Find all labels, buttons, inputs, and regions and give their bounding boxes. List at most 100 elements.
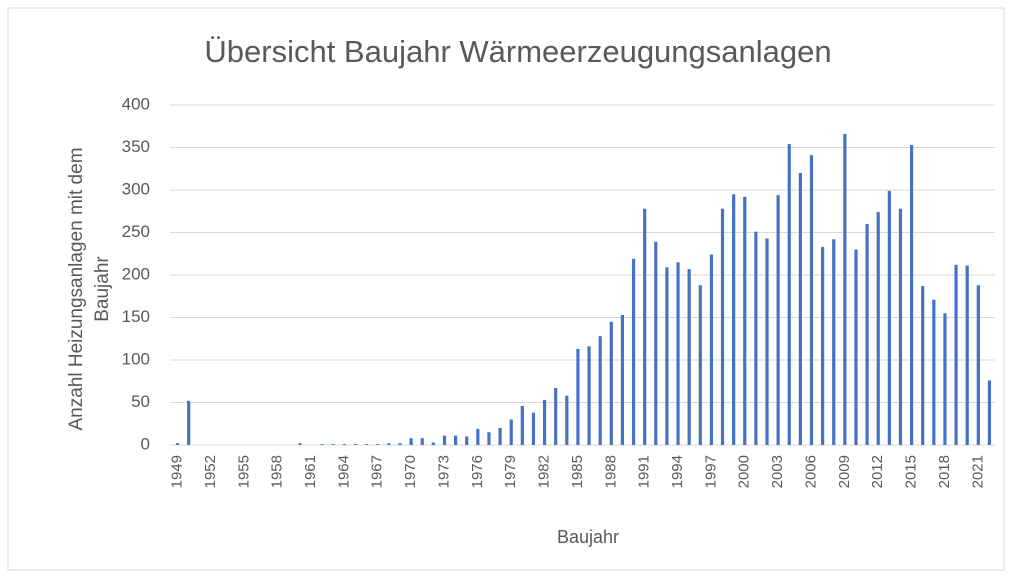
bar: [376, 444, 380, 445]
bar: [909, 144, 914, 445]
bar: [821, 246, 825, 445]
bar: [676, 262, 680, 445]
bar: [776, 195, 780, 445]
bar: [843, 133, 847, 445]
x-tick-label: 2012: [869, 455, 886, 488]
bar: [409, 438, 413, 445]
bar: [420, 438, 424, 445]
bar: [665, 267, 669, 445]
x-tick-label: 1976: [469, 455, 486, 488]
x-tick-label: 2000: [736, 455, 753, 488]
y-tick-label: 50: [131, 392, 150, 411]
bar: [631, 258, 636, 445]
y-tick-label: 100: [122, 349, 150, 368]
bar: [554, 388, 558, 445]
bar: [809, 155, 814, 445]
bar: [654, 241, 658, 445]
bar: [454, 435, 458, 445]
bar: [876, 212, 880, 445]
bar: [331, 444, 335, 445]
bar: [175, 443, 180, 445]
bar: [598, 336, 602, 445]
bar: [298, 443, 302, 445]
x-tick-label: 1997: [702, 455, 719, 488]
bar: [765, 238, 769, 445]
bar: [865, 224, 869, 445]
bar: [743, 196, 747, 445]
x-tick-label: 1991: [636, 455, 653, 488]
bar: [709, 254, 713, 445]
x-tick-label: 1979: [502, 455, 519, 488]
x-tick-label: 1994: [669, 455, 686, 488]
bar: [587, 346, 591, 445]
y-tick-label: 300: [122, 179, 150, 198]
x-tick-label: 1958: [269, 455, 286, 488]
x-tick-label: 1961: [302, 455, 319, 488]
bar: [887, 190, 891, 445]
bar: [565, 395, 569, 445]
x-tick-label: 1955: [235, 455, 252, 488]
bar: [620, 314, 625, 445]
chart-border: [7, 7, 1005, 571]
bar: [720, 208, 725, 445]
bar: [487, 432, 491, 445]
x-tick-label: 1982: [536, 455, 553, 488]
bar: [987, 380, 992, 445]
x-tick-label: 2018: [936, 455, 953, 488]
bar: [954, 264, 958, 445]
bar: [387, 443, 391, 445]
x-tick-label: 2021: [969, 455, 986, 488]
bar: [898, 208, 903, 445]
bar: [854, 249, 858, 445]
bar: [531, 412, 536, 445]
x-axis-label: Baujahr: [557, 527, 619, 547]
bar: [965, 265, 969, 445]
bar: [498, 428, 502, 445]
bar: [698, 285, 702, 445]
x-tick-label: 2006: [802, 455, 819, 488]
bar: [732, 194, 736, 445]
bar: [643, 208, 647, 445]
y-tick-label: 150: [122, 307, 150, 326]
x-tick-label: 1949: [169, 455, 186, 488]
bar: [687, 269, 691, 445]
bar: [520, 405, 524, 445]
y-tick-label: 200: [122, 264, 150, 283]
bar: [542, 399, 547, 445]
bar: [398, 443, 402, 445]
bar: [609, 321, 613, 445]
y-axis-label: Anzahl Heizungsanlagen mit dem Baujahr: [66, 147, 113, 431]
bar: [943, 313, 947, 445]
bar: [476, 428, 480, 445]
y-tick-label: 250: [122, 222, 150, 241]
y-tick-label: 400: [122, 94, 150, 113]
bar: [353, 444, 358, 445]
bar: [320, 444, 324, 445]
x-tick-label: 2009: [836, 455, 853, 488]
x-tick-label: 1985: [569, 455, 586, 488]
x-tick-label: 1973: [435, 455, 452, 488]
bar: [431, 442, 435, 445]
bar: [832, 239, 836, 445]
bar: [798, 173, 802, 445]
bar: [187, 400, 191, 445]
bar: [465, 436, 469, 445]
y-tick-label: 0: [141, 434, 150, 453]
bar: [365, 444, 369, 445]
bar: [787, 144, 791, 445]
bar: [576, 348, 580, 445]
bar: [754, 231, 758, 445]
x-tick-label: 2015: [903, 455, 920, 488]
bar: [932, 299, 936, 445]
x-tick-label: 1952: [202, 455, 219, 488]
bar: [509, 419, 513, 445]
bar: [976, 285, 980, 445]
bar: [921, 286, 925, 445]
x-tick-label: 1964: [335, 455, 352, 488]
x-tick-label: 2003: [769, 455, 786, 488]
x-tick-label: 1970: [402, 455, 419, 488]
x-tick-label: 1988: [602, 455, 619, 488]
x-tick-label: 1967: [369, 455, 386, 488]
